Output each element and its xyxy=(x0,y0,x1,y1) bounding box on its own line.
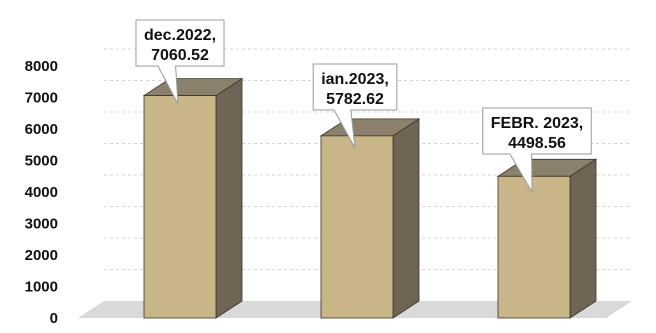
data-label-box xyxy=(482,107,592,194)
data-label-category: dec.2022, xyxy=(144,27,216,44)
data-label-value: 5782.62 xyxy=(326,91,384,108)
y-tick-label: 2000 xyxy=(25,247,58,264)
y-tick-label: 1000 xyxy=(25,279,58,296)
data-label-value: 4498.56 xyxy=(508,135,566,152)
bar xyxy=(496,158,598,319)
bar-side xyxy=(569,158,597,319)
bar xyxy=(142,77,244,319)
data-label-callout: ian.2023, 5782.62 xyxy=(312,63,398,149)
y-tick-label: 8000 xyxy=(25,58,58,75)
data-label-box xyxy=(312,63,398,149)
y-tick-label: 4000 xyxy=(25,184,58,201)
y-tick-label: 7000 xyxy=(25,90,58,107)
bar xyxy=(319,118,421,319)
bar-front xyxy=(143,95,217,319)
bar-side xyxy=(215,77,243,319)
y-tick-label: 5000 xyxy=(25,153,58,170)
data-label-box xyxy=(135,19,225,105)
y-tick-label: 3000 xyxy=(25,216,58,233)
bar-side xyxy=(392,118,420,319)
data-label-callout: dec.2022, 7060.52 xyxy=(135,19,225,105)
y-axis-tick-labels: 0 1000 2000 3000 4000 5000 6000 7000 8000 xyxy=(25,58,58,327)
y-tick-label: 6000 xyxy=(25,121,58,138)
data-label-category: ian.2023, xyxy=(321,71,389,88)
y-tick-label: 0 xyxy=(50,310,58,327)
bar-front xyxy=(497,175,571,319)
data-label-category: FEBR. 2023, xyxy=(491,115,583,132)
bar-front xyxy=(320,135,394,319)
data-label-callout: FEBR. 2023, 4498.56 xyxy=(482,107,592,194)
data-labels: dec.2022, 7060.52 ian.2023, 5782.62 FEBR. 20… xyxy=(135,19,592,194)
bars xyxy=(142,77,598,319)
data-label-value: 7060.52 xyxy=(151,47,209,64)
